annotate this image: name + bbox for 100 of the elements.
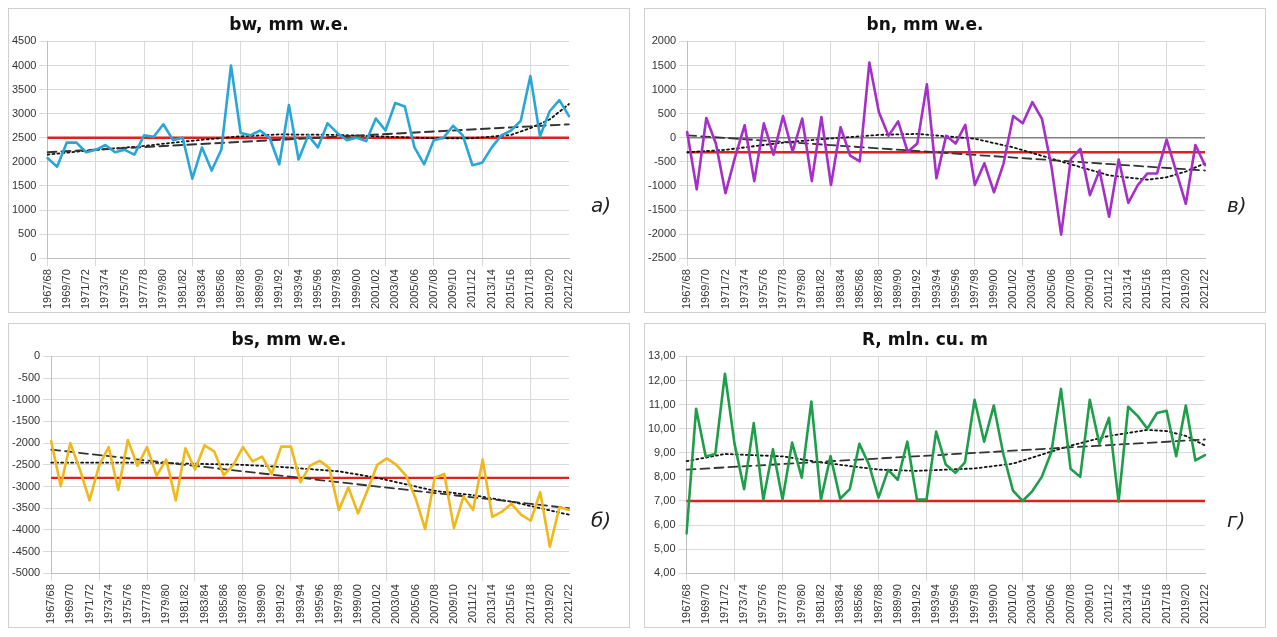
x-tick-label: 2013/14 [1121,584,1134,624]
y-tick-label: 2000 [651,34,677,47]
x-tick-label: 2017/18 [523,584,536,624]
x-tick-label: 1985/86 [214,269,227,309]
x-tick-label: 2009/10 [1082,584,1095,624]
x-tick-label: 1981/82 [175,269,188,309]
x-tick-label: 1987/88 [235,584,248,624]
x-tick-label: 1985/86 [852,584,865,624]
y-tick-label: -500 [18,371,41,384]
x-tick-label: 1967/68 [680,269,693,309]
x-tick-label: 1989/90 [252,269,265,309]
x-tick-label: 1999/00 [349,269,362,309]
x-tick-label: 2019/20 [542,269,555,309]
x-tick-label: 2015/16 [504,584,517,624]
x-tick-label: 2001/02 [370,584,383,624]
x-tick-label: 2021/22 [562,269,575,309]
x-tick-label: 1983/84 [833,269,846,309]
x-tick-label: 1997/98 [967,584,980,624]
y-tick-label: 2000 [11,154,37,167]
chart-title: bs, mm w.e. [231,328,347,349]
x-tick-label: 2001/02 [368,269,381,309]
x-tick-label: 2003/04 [389,584,402,624]
x-tick-label: 2013/14 [484,269,497,309]
x-tick-label: 1997/98 [967,269,980,309]
x-tick-label: 2011/12 [1102,269,1115,309]
x-tick-label: 1985/86 [216,584,229,624]
y-tick-label: 1500 [11,178,37,191]
x-tick-label: 2009/10 [446,584,459,624]
x-tick-label: 2015/16 [1140,584,1153,624]
y-tick-label: -3500 [11,501,41,514]
x-tick-label: 1975/76 [756,584,769,624]
x-tick-label: 2021/22 [1198,269,1211,309]
x-tick-label: 1993/94 [929,584,942,624]
x-tick-label: 1987/88 [871,269,884,309]
y-tick-label: -1500 [647,203,677,216]
x-tick-label: 2005/06 [407,269,420,309]
x-tick-label: 1997/98 [331,584,344,624]
x-tick-label: 2021/22 [1198,584,1211,624]
x-tick-label: 1987/88 [871,584,884,624]
x-tick-label: 1993/94 [291,269,304,309]
x-tick-label: 1979/80 [794,584,807,624]
x-tick-label: 1973/74 [98,269,111,309]
x-tick-label: 1983/84 [195,269,208,309]
text: в) [1227,192,1247,217]
x-tick-label: 2001/02 [1006,269,1019,309]
x-tick-label: 1983/84 [833,584,846,624]
chart-title: bw, mm w.e. [229,13,349,34]
x-tick-label: 1967/68 [679,584,692,624]
x-tick-label: 1999/00 [351,584,364,624]
y-tick-label: 1000 [11,203,37,216]
y-tick-label: -2000 [11,436,41,449]
x-tick-label: 1977/78 [775,584,788,624]
chart-title: R, mln. cu. m [861,328,989,349]
x-tick-label: 1969/70 [699,269,712,309]
x-tick-label: 1987/88 [233,269,246,309]
y-tick-label: 1000 [651,82,677,95]
y-tick-label: 10,00 [648,421,676,434]
x-tick-label: 1979/80 [795,269,808,309]
x-tick-label: 2007/08 [1063,269,1076,309]
x-tick-label: 2007/08 [1063,584,1076,624]
y-tick-label: -4500 [11,544,41,557]
x-tick-label: 1993/94 [929,269,942,309]
x-tick-label: 1979/80 [159,584,172,624]
x-tick-label: 1983/84 [197,584,210,624]
x-tick-label: 1977/78 [776,269,789,309]
y-tick-label: -1000 [647,178,677,191]
x-tick-label: 1967/68 [44,584,57,624]
x-tick-label: 2011/12 [465,269,478,309]
x-tick-label: 1975/76 [117,269,130,309]
x-tick-label: 2013/14 [485,584,498,624]
y-tick-label: 5,00 [654,542,676,555]
y-tick-label: 500 [18,227,37,240]
x-tick-label: 2007/08 [426,269,439,309]
y-tick-label: -1500 [11,414,41,427]
x-tick-label: 2005/06 [1044,269,1057,309]
x-tick-label: 2015/16 [1140,269,1153,309]
y-tick-label: -2500 [647,251,677,264]
y-tick-label: 4500 [11,34,37,47]
x-tick-label: 1993/94 [293,584,306,624]
x-tick-label: 1969/70 [63,584,76,624]
x-tick-label: 1971/72 [717,584,730,624]
x-tick-label: 2019/20 [542,584,555,624]
x-tick-label: 1989/90 [255,584,268,624]
x-tick-label: 2017/18 [1159,269,1172,309]
x-tick-label: 1981/82 [813,584,826,624]
x-tick-label: 1995/96 [948,269,961,309]
x-tick-label: 1995/96 [312,584,325,624]
y-tick-label: -4000 [11,522,41,535]
y-tick-label: -500 [654,154,677,167]
y-tick-label: 7,00 [654,493,676,506]
x-tick-label: 1995/96 [948,584,961,624]
y-tick-label: 0 [30,251,37,264]
x-tick-label: 1999/00 [987,269,1000,309]
x-tick-label: 1977/78 [137,269,150,309]
y-tick-label: 6,00 [654,518,676,531]
text: г) [1227,507,1246,532]
x-tick-label: 1991/92 [910,269,923,309]
x-tick-label: 2007/08 [427,584,440,624]
x-tick-label: 2011/12 [466,584,479,624]
x-tick-label: 2001/02 [1006,584,1018,624]
